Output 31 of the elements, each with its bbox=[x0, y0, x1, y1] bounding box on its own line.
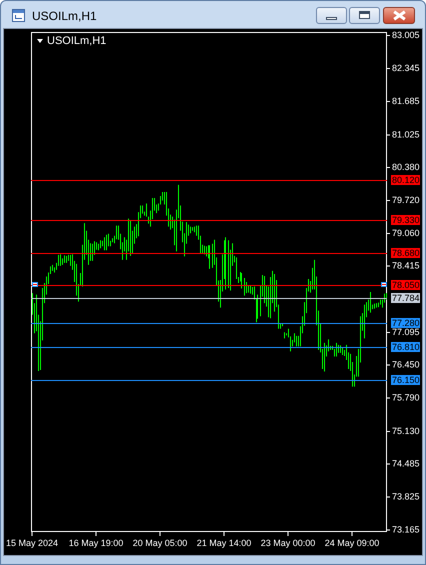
y-tick-label: 73.165 bbox=[392, 524, 420, 535]
y-tick-label: 78.415 bbox=[392, 260, 420, 271]
x-tick-label: 21 May 14:00 bbox=[196, 538, 252, 548]
y-tick-label: 83.005 bbox=[392, 30, 420, 40]
ref-line-label: 76.150 bbox=[392, 374, 420, 385]
ref-line-label: 77.784 bbox=[392, 292, 420, 303]
ref-line-label: 80.120 bbox=[392, 174, 420, 185]
y-tick-label: 81.685 bbox=[392, 96, 420, 106]
x-tick-label: 24 May 09:00 bbox=[324, 538, 380, 548]
y-tick-label: 82.345 bbox=[392, 62, 420, 73]
x-tick-label: 23 May 00:00 bbox=[260, 538, 316, 548]
y-tick-label: 74.485 bbox=[392, 458, 420, 468]
ref-line-label: 77.280 bbox=[392, 318, 420, 328]
y-tick-label: 76.450 bbox=[392, 359, 420, 370]
y-tick-label: 80.380 bbox=[392, 162, 420, 172]
chart-title: USOILm,H1 bbox=[32, 9, 97, 23]
y-tick-label: 77.095 bbox=[392, 327, 420, 338]
x-tick-label: 15 May 2024 bbox=[6, 538, 58, 548]
y-tick-label: 79.720 bbox=[392, 194, 420, 205]
y-tick-label: 79.060 bbox=[392, 228, 420, 238]
x-tick-label: 16 May 19:00 bbox=[68, 538, 124, 548]
y-tick-label: 73.825 bbox=[392, 492, 420, 502]
chart-subtitle: USOILm,H1 bbox=[47, 35, 106, 47]
ref-line-label: 78.050 bbox=[392, 280, 420, 290]
x-tick-label: 20 May 05:00 bbox=[132, 538, 188, 548]
y-tick-label: 81.025 bbox=[392, 129, 420, 140]
ref-line-label: 76.810 bbox=[392, 342, 420, 352]
ref-line-label: 79.330 bbox=[392, 214, 420, 225]
ref-line-label: 78.680 bbox=[392, 248, 420, 258]
y-tick-label: 75.790 bbox=[392, 392, 420, 403]
y-tick-label: 75.130 bbox=[392, 426, 420, 436]
